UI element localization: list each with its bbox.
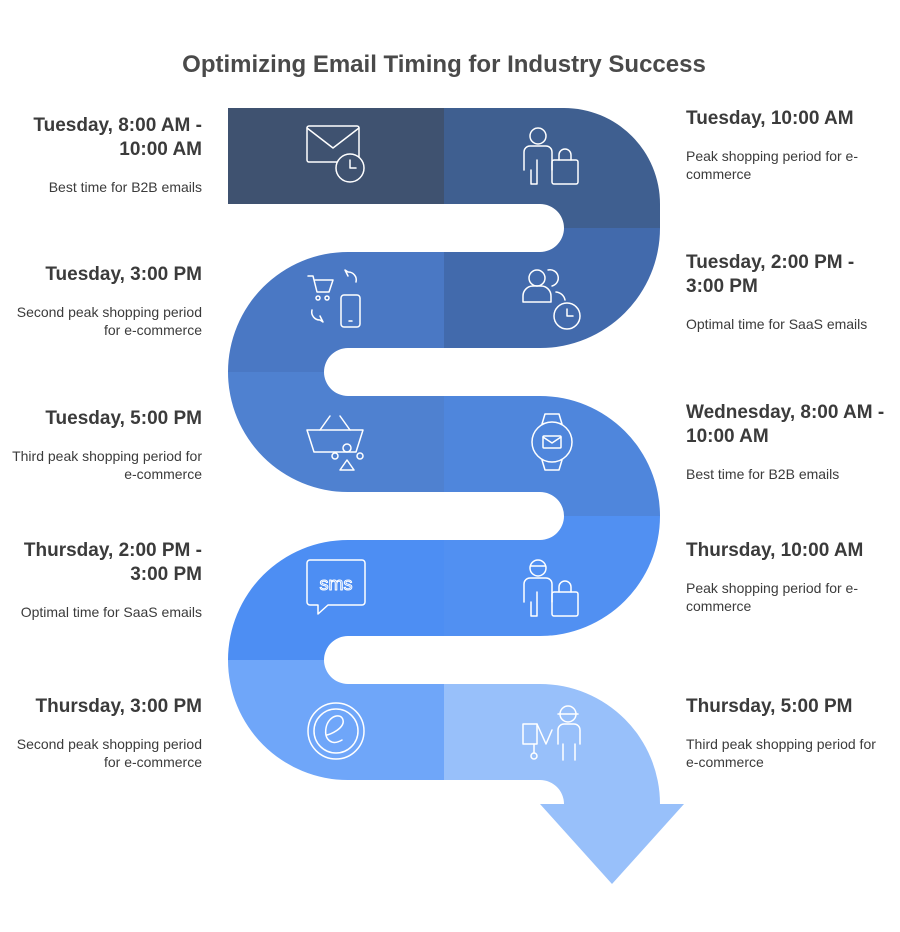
step-5-description: Third peak shopping period for e-commerc… [12,448,202,482]
step-4-description: Second peak shopping period for e-commer… [16,304,202,338]
sms-bubble-icon: sms [306,559,366,615]
step-3-description: Optimal time for SaaS emails [686,316,868,332]
sms-icon-text: sms [320,574,353,594]
cart-phone-icon [307,269,361,328]
segment-10 [444,684,684,884]
shopper-cart-icon [522,705,581,761]
segment-1 [228,108,444,204]
step-8-heading: Thursday, 10:00 AM [686,540,864,561]
step-1-description: Best time for B2B emails [48,179,202,195]
step-1-label: Tuesday, 8:00 AM - 10:00 AM Best time fo… [2,114,202,196]
step-7-heading: Thursday, 2:00 PM - 3:00 PM [23,540,202,585]
step-9-heading: Thursday, 3:00 PM [35,696,202,717]
step-10-heading: Thursday, 5:00 PM [686,696,853,717]
step-5-heading: Tuesday, 5:00 PM [45,408,202,429]
step-10-label: Thursday, 5:00 PM Third peak shopping pe… [686,695,886,771]
segment-9 [228,660,444,780]
step-1-heading: Tuesday, 8:00 AM - 10:00 AM [33,115,202,160]
step-2-description: Peak shopping period for e-commerce [686,148,858,182]
step-3-label: Tuesday, 2:00 PM - 3:00 PM Optimal time … [686,251,886,333]
diagram-title: Optimizing Email Timing for Industry Suc… [182,51,706,78]
segment-6 [444,396,660,516]
e-commerce-icon [307,702,365,760]
basket-icon [306,415,364,471]
step-6-heading: Wednesday, 8:00 AM - 10:00 AM [686,402,885,447]
segment-4 [228,252,444,372]
smartwatch-mail-icon [531,413,573,471]
step-9-label: Thursday, 3:00 PM Second peak shopping p… [2,695,202,771]
users-clock-icon [522,269,581,330]
step-6-description: Best time for B2B emails [686,466,840,482]
segment-7 [228,540,444,660]
step-2-label: Tuesday, 10:00 AM Peak shopping period f… [686,107,886,183]
step-8-label: Thursday, 10:00 AM Peak shopping period … [686,539,886,615]
step-6-label: Wednesday, 8:00 AM - 10:00 AM Best time … [686,401,886,483]
segment-3 [444,228,660,348]
step-10-description: Third peak shopping period for e-commerc… [686,736,876,770]
segment-8 [444,516,660,636]
step-9-description: Second peak shopping period for e-commer… [16,736,202,770]
person-shopping-bag-icon-2 [523,559,579,617]
step-7-description: Optimal time for SaaS emails [20,604,202,620]
step-8-description: Peak shopping period for e-commerce [686,580,858,614]
step-2-heading: Tuesday, 10:00 AM [686,108,854,129]
step-3-heading: Tuesday, 2:00 PM - 3:00 PM [686,252,855,297]
step-4-heading: Tuesday, 3:00 PM [45,264,202,285]
step-7-label: Thursday, 2:00 PM - 3:00 PM Optimal time… [2,539,202,621]
step-4-label: Tuesday, 3:00 PM Second peak shopping pe… [2,263,202,339]
person-shopping-bag-icon [523,127,579,185]
segment-5 [228,372,444,492]
step-5-label: Tuesday, 5:00 PM Third peak shopping per… [2,407,202,483]
email-clock-icon [306,125,365,183]
